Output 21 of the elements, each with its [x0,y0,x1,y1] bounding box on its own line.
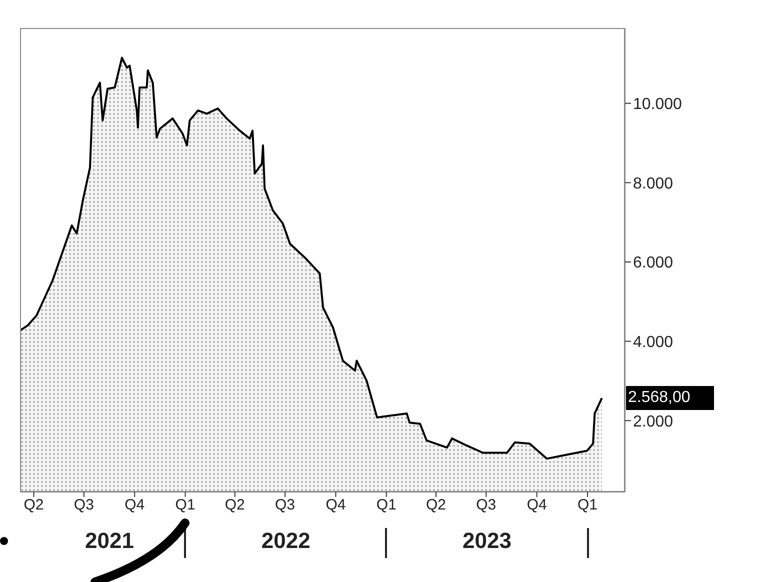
x-tick-label: Q2 [426,496,446,514]
x-tick-label: Q4 [326,496,346,514]
x-tick-label: Q4 [526,496,547,514]
x-tick-label: Q1 [376,496,396,514]
x-tick-label: Q3 [476,496,496,514]
text: 2.568,00 [626,386,714,410]
x-tick-label: Q1 [175,496,196,514]
text: 2022 [260,528,312,554]
y-tick-label: 10.000 [633,96,682,114]
x-tick-label: Q1 [578,496,598,514]
y-tick-label: 8.000 [633,175,674,192]
x-tick-label: Q4 [124,496,145,514]
y-tick-label: 6.000 [633,254,674,272]
x-tick-label: Q3 [74,496,94,514]
y-tick-label: 2.000 [633,413,674,430]
y-tick-label: 4.000 [633,334,674,351]
x-tick-label: Q2 [224,496,245,514]
x-tick-label: Q3 [275,496,296,514]
x-tick-label: Q2 [24,496,44,514]
text: 2021 [84,528,135,554]
text: 2023 [461,528,512,554]
